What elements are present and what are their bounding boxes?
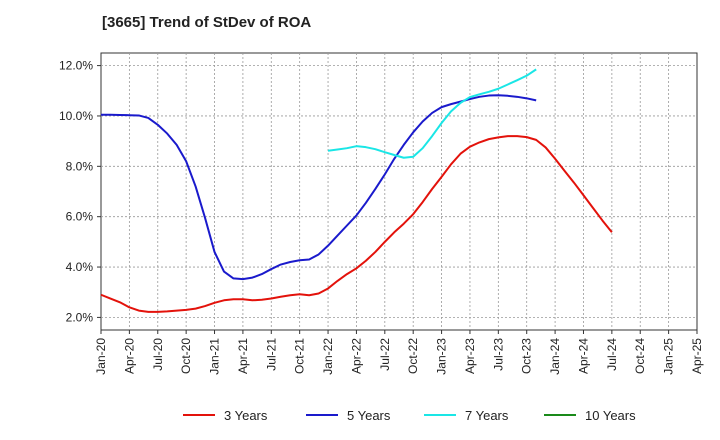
legend-label: 10 Years (585, 408, 636, 423)
x-tick-label: Apr-24 (576, 338, 590, 374)
series-layer (100, 68, 613, 313)
x-tick-label: Oct-22 (406, 338, 420, 374)
x-tick-label: Jul-22 (378, 338, 392, 371)
series-line-3-years (100, 135, 613, 313)
series-line-7-years (327, 68, 537, 159)
x-tick-label: Jan-23 (435, 338, 449, 375)
y-tick-label: 10.0% (59, 109, 93, 123)
x-tick-label: Apr-23 (463, 338, 477, 374)
legend-label: 5 Years (347, 408, 391, 423)
x-tick-label: Jan-20 (94, 338, 108, 375)
y-tick-label: 2.0% (66, 310, 94, 324)
x-tick-label: Jul-21 (264, 338, 278, 371)
legend-label: 7 Years (465, 408, 509, 423)
x-tick-label: Oct-23 (520, 338, 534, 374)
x-tick-label: Jan-24 (548, 338, 562, 375)
x-tick-label: Jul-24 (605, 338, 619, 371)
x-tick-label: Jul-20 (151, 338, 165, 371)
x-tick-label: Apr-25 (690, 338, 704, 374)
x-tick-label: Oct-20 (179, 338, 193, 374)
x-tick-label: Oct-24 (633, 338, 647, 374)
y-tick-label: 6.0% (66, 210, 94, 224)
x-tick-label: Apr-22 (349, 338, 363, 374)
x-tick-label: Oct-21 (293, 338, 307, 374)
y-tick-label: 12.0% (59, 59, 93, 73)
x-tick-label: Jan-25 (662, 338, 676, 375)
axis-layer: 2.0% 4.0% 6.0% 8.0% 10.0% 12.0% Jan-20 Apr-20 Ju… (59, 59, 704, 375)
x-tick-label: Apr-20 (122, 338, 136, 374)
y-tick-label: 8.0% (66, 159, 94, 173)
legend-layer: 3 Years 5 Years 7 Years 10 Years (183, 408, 636, 423)
x-tick-label: Jan-21 (208, 338, 222, 375)
y-tick-label: 4.0% (66, 260, 94, 274)
chart-title: [3665] Trend of StDev of ROA (102, 14, 312, 31)
x-tick-label: Apr-21 (236, 338, 250, 374)
x-tick-label: Jan-22 (321, 338, 335, 375)
x-tick-label: Jul-23 (491, 338, 505, 371)
plot-frame (100, 52, 698, 331)
series-line-5-years (101, 94, 537, 281)
grid-layer (100, 52, 698, 331)
legend-label: 3 Years (224, 408, 268, 423)
